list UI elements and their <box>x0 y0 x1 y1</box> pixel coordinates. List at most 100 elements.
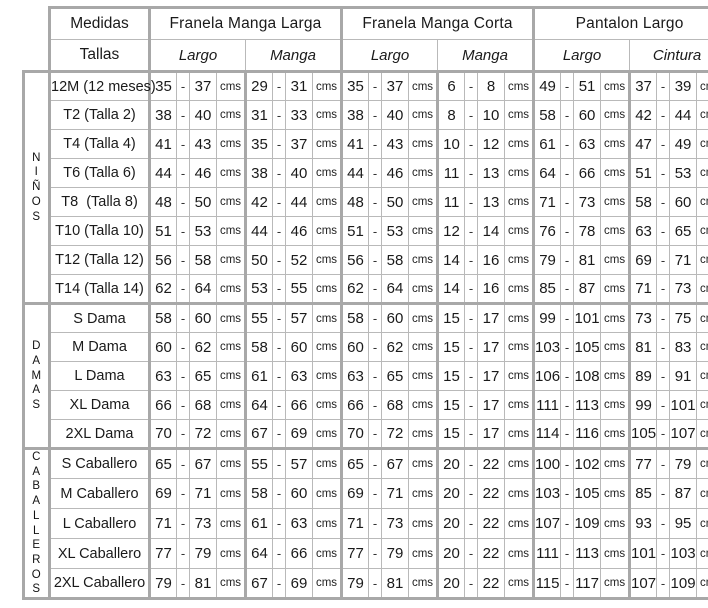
measure-max: 66 <box>285 390 313 420</box>
measure-max: 71 <box>669 245 698 275</box>
size-name-cell: T14 (Talla 14) <box>48 274 150 305</box>
measure-min: 42 <box>628 100 658 130</box>
measure-min: 15 <box>436 302 466 333</box>
measure-max: 46 <box>381 158 410 188</box>
measure-unit: cms <box>504 390 535 420</box>
measure-min: 106 <box>532 361 562 391</box>
measure-max: 109 <box>669 568 698 601</box>
measure-dash: - <box>368 361 383 391</box>
measure-max: 44 <box>669 100 698 130</box>
table-row: T10 (Talla 10) 51-53 cms 44-46 cms 51-53 cms 12… <box>24 216 708 246</box>
measure-unit: cms <box>600 361 631 391</box>
measure-max: 17 <box>477 332 506 362</box>
measure-max: 105 <box>573 478 602 510</box>
measure-unit: cms <box>696 332 708 362</box>
size-name-cell: M Caballero <box>48 478 150 510</box>
measure-dash: - <box>560 446 575 480</box>
measure-dash: - <box>464 274 479 305</box>
measure-unit: cms <box>408 446 439 480</box>
header-measure-1-0: Largo <box>340 39 439 73</box>
measure-max: 40 <box>381 100 410 130</box>
section-label-letter: A <box>32 465 41 478</box>
measure-dash: - <box>272 70 286 101</box>
measure-min: 20 <box>436 508 466 540</box>
measure-unit: cms <box>696 216 708 246</box>
measure-min: 58 <box>628 187 658 217</box>
measure-unit: cms <box>311 129 343 159</box>
measure-unit: cms <box>600 158 631 188</box>
measure-unit: cms <box>408 100 439 130</box>
measure-min: 101 <box>628 538 658 570</box>
measure-min: 71 <box>628 274 658 305</box>
measure-min: 56 <box>148 245 177 275</box>
measure-max: 65 <box>189 361 217 391</box>
measure-unit: cms <box>600 538 631 570</box>
measure-dash: - <box>656 332 671 362</box>
measure-max: 22 <box>477 538 506 570</box>
measure-dash: - <box>272 538 286 570</box>
measure-dash: - <box>464 508 479 540</box>
table-row: T6 (Talla 6) 44-46 cms 38-40 cms 44-46 cms 11-1… <box>24 158 708 188</box>
measure-unit: cms <box>408 302 439 333</box>
measure-unit: cms <box>408 70 439 101</box>
measure-max: 63 <box>285 508 313 540</box>
measure-unit: cms <box>504 245 535 275</box>
measure-max: 16 <box>477 274 506 305</box>
measure-max: 72 <box>189 419 217 450</box>
measure-dash: - <box>176 158 190 188</box>
measure-max: 55 <box>285 274 313 305</box>
size-name-cell: L Caballero <box>48 508 150 540</box>
measure-max: 65 <box>669 216 698 246</box>
measure-dash: - <box>176 245 190 275</box>
measure-dash: - <box>464 158 479 188</box>
header-medidas: Medidas <box>48 6 150 40</box>
measure-max: 17 <box>477 419 506 450</box>
measure-max: 49 <box>669 129 698 159</box>
section-label-letter: S <box>32 399 41 412</box>
measure-min: 77 <box>628 446 658 480</box>
measure-dash: - <box>176 302 190 333</box>
measure-min: 48 <box>340 187 370 217</box>
measure-dash: - <box>464 70 479 101</box>
measure-unit: cms <box>504 361 535 391</box>
measure-max: 60 <box>285 332 313 362</box>
measure-unit: cms <box>696 478 708 510</box>
measure-min: 14 <box>436 274 466 305</box>
measure-min: 77 <box>340 538 370 570</box>
measure-max: 105 <box>573 332 602 362</box>
measure-unit: cms <box>216 302 246 333</box>
section-label-letter: M <box>31 369 42 382</box>
measure-unit: cms <box>216 158 246 188</box>
section-label-letter: A <box>32 495 41 508</box>
measure-min: 38 <box>340 100 370 130</box>
measure-max: 39 <box>669 70 698 101</box>
measure-unit: cms <box>504 274 535 305</box>
measure-min: 60 <box>340 332 370 362</box>
measure-dash: - <box>464 419 479 450</box>
table-row: L Dama 63-65 cms 61-63 cms 63-65 cms 15-17 cms 10… <box>24 361 708 391</box>
section-label-letter: Ñ <box>32 181 41 194</box>
measure-dash: - <box>560 390 575 420</box>
measure-dash: - <box>560 129 575 159</box>
size-chart-table: Medidas Franela Manga Larga Franela Manga … <box>22 6 708 601</box>
measure-max: 66 <box>573 158 602 188</box>
size-name-cell: 2XL Dama <box>48 419 150 450</box>
measure-max: 75 <box>669 302 698 333</box>
measure-dash: - <box>368 332 383 362</box>
measure-unit: cms <box>504 332 535 362</box>
measure-unit: cms <box>600 478 631 510</box>
size-name-cell: T10 (Talla 10) <box>48 216 150 246</box>
measure-min: 37 <box>628 70 658 101</box>
measure-max: 12 <box>477 129 506 159</box>
measure-max: 16 <box>477 245 506 275</box>
measure-min: 44 <box>148 158 177 188</box>
measure-dash: - <box>272 216 286 246</box>
measure-dash: - <box>368 302 383 333</box>
measure-dash: - <box>176 419 190 450</box>
header-product-1: Franela Manga Corta <box>340 6 535 40</box>
measure-dash: - <box>464 216 479 246</box>
measure-min: 66 <box>340 390 370 420</box>
measure-dash: - <box>464 446 479 480</box>
measure-max: 87 <box>573 274 602 305</box>
